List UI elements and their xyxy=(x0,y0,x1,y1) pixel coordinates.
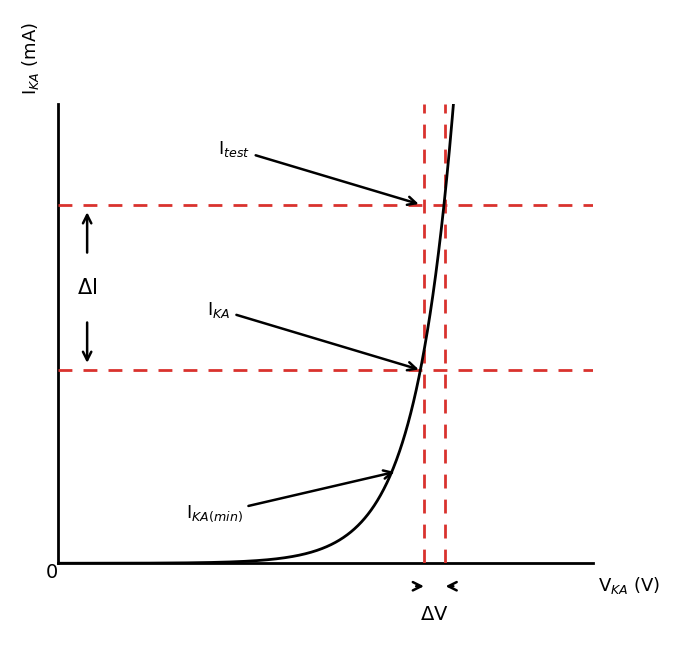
Text: $\Delta$V: $\Delta$V xyxy=(420,605,449,623)
Text: 0: 0 xyxy=(46,563,58,583)
Text: I$_{test}$: I$_{test}$ xyxy=(218,139,416,205)
Text: I$_{KA}$ (mA): I$_{KA}$ (mA) xyxy=(20,21,42,95)
Text: I$_{KA}$: I$_{KA}$ xyxy=(208,300,416,370)
Text: $\Delta$I: $\Delta$I xyxy=(77,277,97,297)
Text: I$_{KA(min)}$: I$_{KA(min)}$ xyxy=(186,470,392,524)
Text: V$_{KA}$ (V): V$_{KA}$ (V) xyxy=(598,575,661,596)
